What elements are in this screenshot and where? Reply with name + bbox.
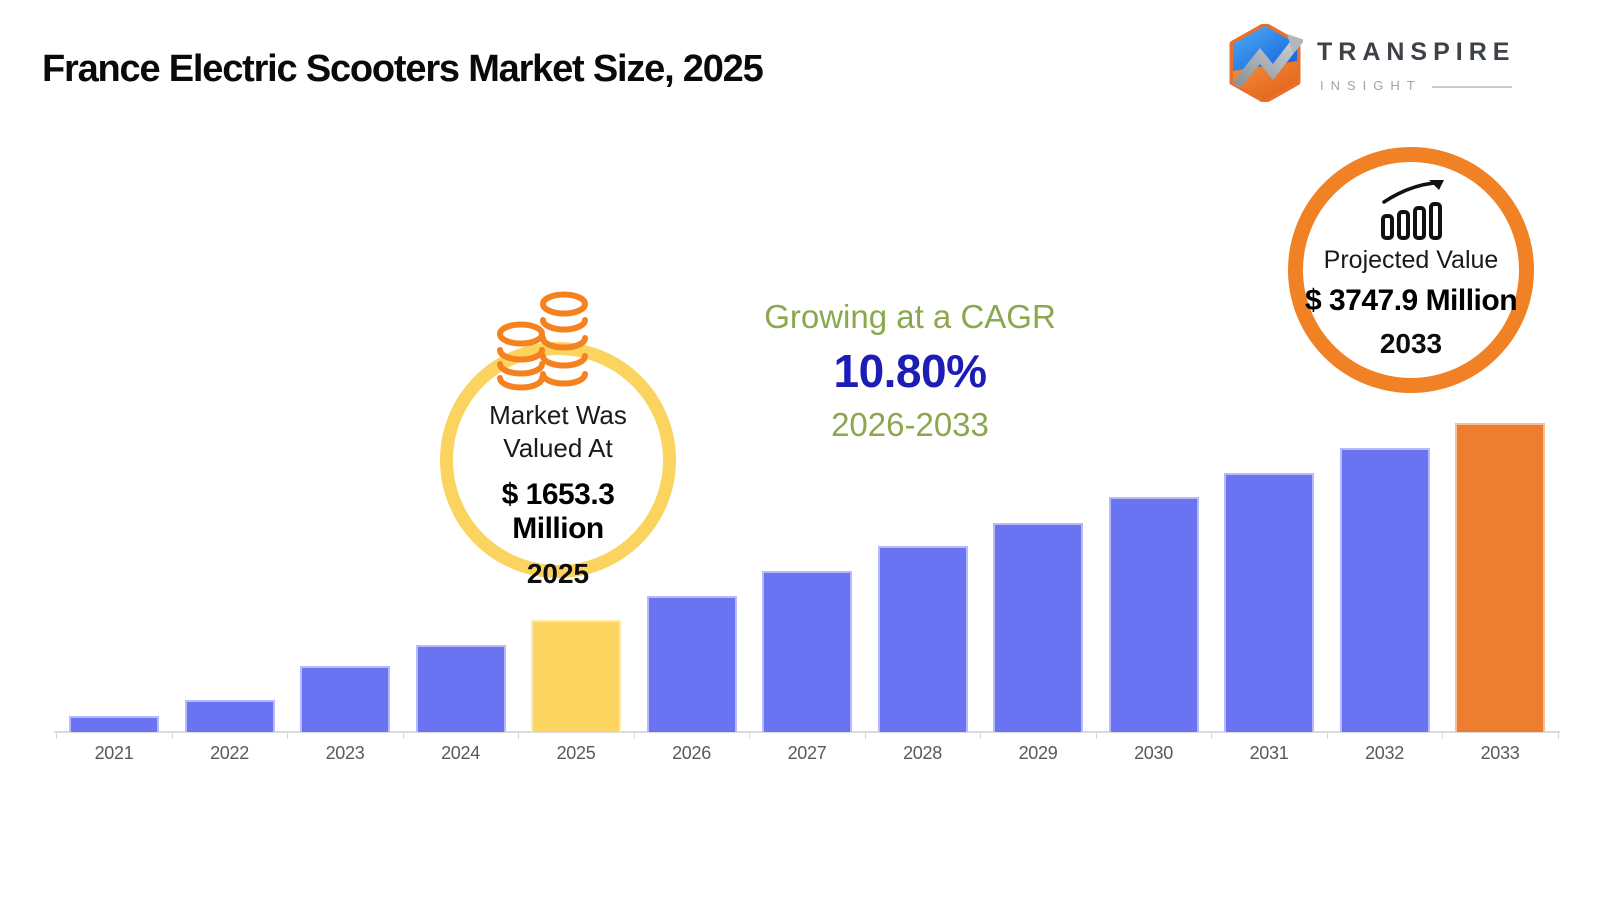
axis-label-2026: 2026 [672,743,711,763]
axis-label-2028: 2028 [903,743,942,763]
bar-2029 [993,523,1083,732]
axis-tick [1211,733,1213,739]
cagr-heading: Growing at a CAGR [764,298,1056,335]
cagr-period: 2026-2033 [831,406,989,443]
bar-2025 [531,620,621,732]
axis-tick [56,733,58,739]
bar-2023 [300,666,390,732]
valued-line1: Market Was [489,400,627,430]
axis-label-2025: 2025 [556,743,596,763]
transpire-logo: TRANSPIRE INSIGHT [1227,22,1557,106]
projected-amount: $ 3747.9 Million [1304,284,1518,317]
axis-tick [287,733,289,739]
axis-tick [402,733,404,739]
projected-label: Projected Value [1323,246,1499,274]
bar-2030 [1108,497,1199,732]
x-axis-line [54,731,1560,733]
axis-tick [980,733,982,739]
bar-2031 [1224,473,1314,732]
logo-subtitle-text: INSIGHT [1320,78,1422,93]
projected-circle-badge: Projected Value $ 3747.9 Million 2033 [1288,147,1534,393]
transpire-logo-icon [1229,24,1303,102]
bar-2032 [1339,448,1430,732]
axis-label-2030: 2030 [1134,743,1173,763]
axis-tick [1442,733,1444,739]
bar-2022 [184,700,275,732]
logo-rule [1432,86,1512,88]
cagr-value: 10.80% [833,345,987,397]
bar-2021 [69,716,159,732]
axis-tick [749,733,751,739]
bar-2028 [877,546,968,732]
axis-tick [518,733,520,739]
valued-line2: Valued At [503,433,613,463]
axis-label-2029: 2029 [1018,743,1058,763]
bar-2027 [762,571,852,732]
axis-tick [633,733,635,739]
axis-tick [1326,733,1328,739]
axis-label-2023: 2023 [325,743,365,763]
logo-brand-text: TRANSPIRE [1317,38,1516,66]
bar-2026 [646,596,737,732]
growth-chart-icon [1381,180,1444,240]
bar-2024 [415,645,506,732]
valued-year: 2025 [526,558,590,589]
axis-label-2033: 2033 [1480,743,1520,763]
axis-tick [171,733,173,739]
coins-icon [497,291,588,391]
axis-label-2027: 2027 [787,743,827,763]
valued-amount: $ 1653.3 Million [501,478,615,545]
bar-2033 [1455,423,1545,732]
axis-tick [1557,733,1559,739]
page-title: France Electric Scooters Market Size, 20… [42,48,764,90]
axis-label-2021: 2021 [94,743,134,763]
axis-label-2024: 2024 [441,743,480,763]
axis-label-2032: 2032 [1365,743,1404,763]
axis-label-2022: 2022 [210,743,249,763]
projected-year: 2033 [1379,328,1443,359]
cagr-annotation: Growing at a CAGR 10.80% 2026-2033 [735,298,1085,444]
axis-label-2031: 2031 [1249,743,1289,763]
axis-tick [864,733,866,739]
axis-tick [1095,733,1097,739]
